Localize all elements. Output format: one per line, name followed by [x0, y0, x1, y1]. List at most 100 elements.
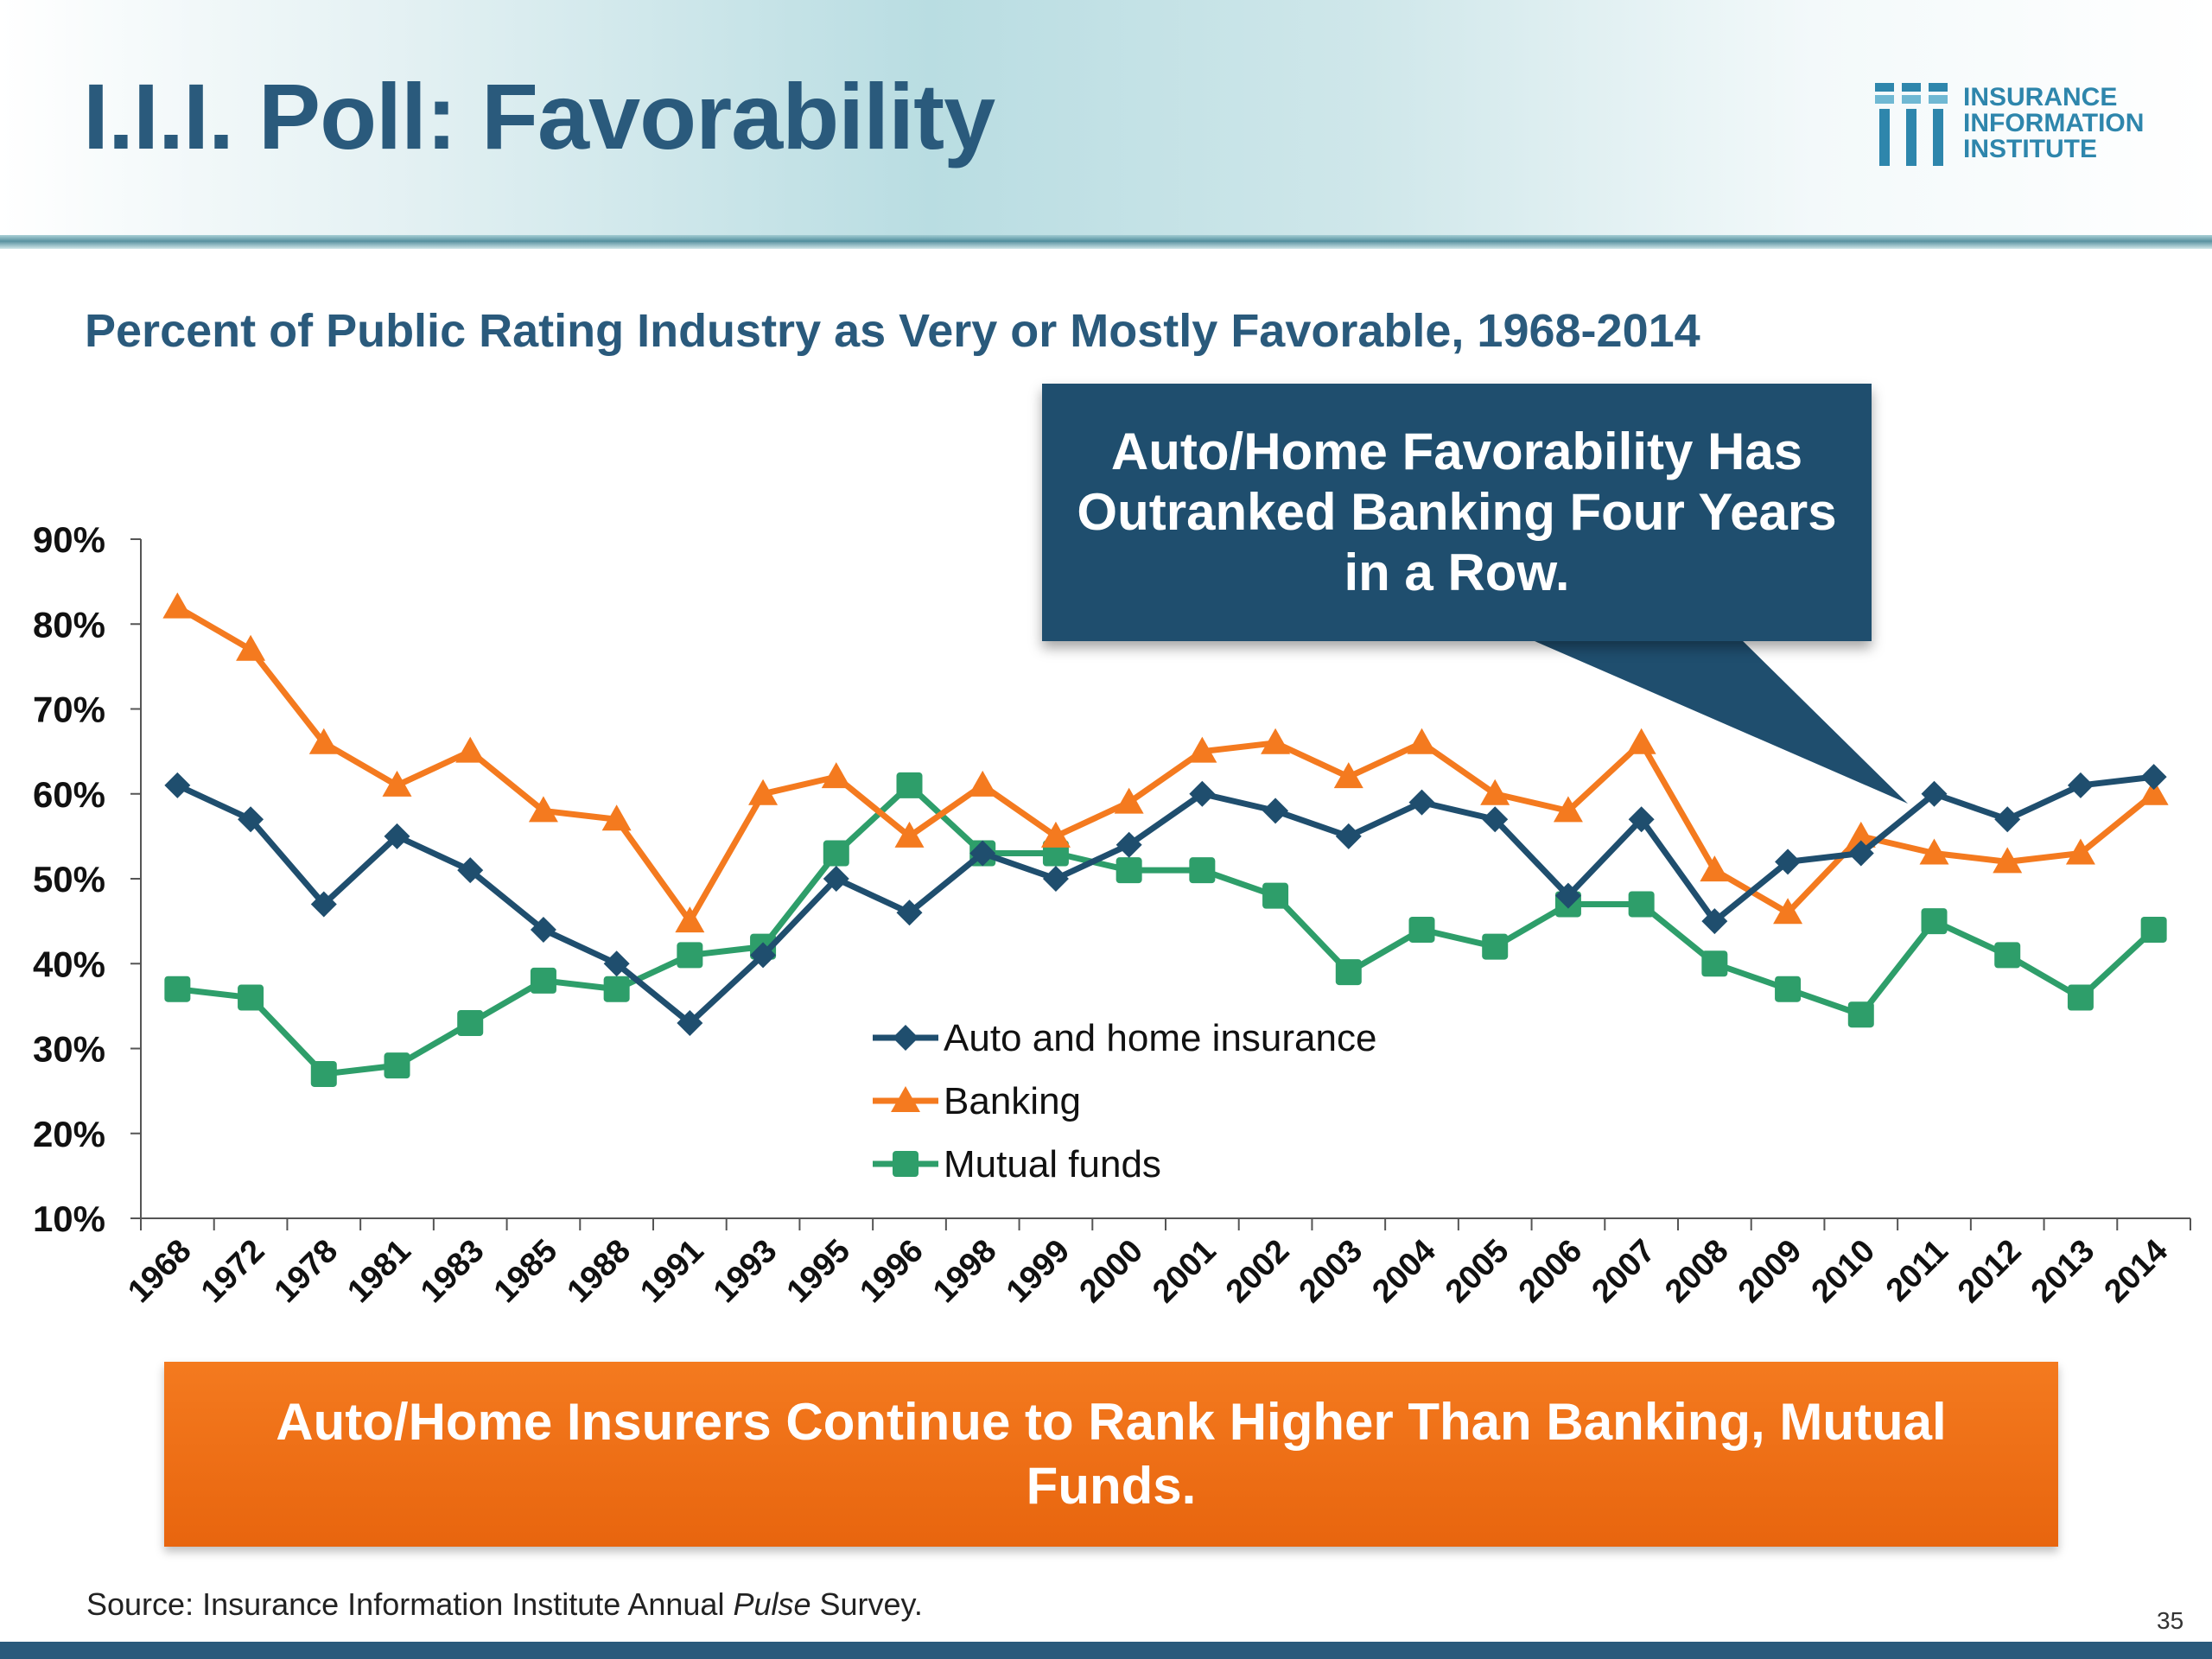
- legend-swatch-marker: [893, 1025, 918, 1051]
- data-point: [1335, 823, 1362, 849]
- x-tick-label: 1991: [633, 1233, 710, 1310]
- x-tick-label: 1968: [121, 1233, 198, 1310]
- callout-pointer: [1521, 635, 1908, 804]
- iii-logo-mark-icon: [1875, 83, 1948, 166]
- data-point: [675, 906, 705, 933]
- data-point: [1553, 796, 1583, 823]
- data-point: [823, 840, 849, 867]
- source-prefix: Source: Insurance Information Institute …: [86, 1586, 734, 1622]
- chart-subtitle: Percent of Public Rating Industry as Ver…: [85, 305, 1700, 357]
- data-point: [1700, 855, 1730, 882]
- data-point: [2140, 916, 2167, 943]
- x-tick-label: 2003: [1293, 1233, 1370, 1310]
- data-point: [603, 976, 630, 1002]
- data-point: [1847, 1001, 1874, 1028]
- iii-logo: INSURANCE INFORMATION INSTITUTE: [1873, 83, 2158, 169]
- data-point: [1262, 882, 1289, 909]
- data-point: [894, 821, 925, 848]
- data-point: [1993, 847, 2023, 874]
- data-point: [384, 1052, 410, 1079]
- data-point: [1262, 798, 1289, 824]
- data-point: [1407, 728, 1437, 754]
- data-point: [2067, 772, 2094, 798]
- data-point: [1335, 959, 1362, 986]
- data-point: [1994, 806, 2021, 833]
- data-point: [528, 796, 558, 823]
- x-tick-label: 1993: [707, 1233, 784, 1310]
- data-point: [1189, 857, 1216, 884]
- data-point: [162, 592, 193, 619]
- data-point: [603, 950, 630, 977]
- data-point: [310, 891, 337, 918]
- data-point: [1116, 857, 1142, 884]
- data-point: [601, 804, 632, 831]
- y-tick-label: 90%: [33, 519, 105, 560]
- data-point: [455, 736, 486, 763]
- data-point: [1773, 898, 1803, 925]
- x-tick-label: 1988: [561, 1233, 638, 1310]
- data-point: [1482, 933, 1509, 960]
- source-note: Source: Insurance Information Institute …: [86, 1586, 923, 1623]
- data-point: [1408, 916, 1435, 943]
- x-tick-label: 2001: [1146, 1233, 1223, 1310]
- legend-label: Auto and home insurance: [944, 1017, 1376, 1059]
- data-point: [1626, 728, 1656, 754]
- data-point: [2065, 838, 2095, 865]
- series-line: [176, 782, 2157, 1077]
- x-tick-label: 2010: [1805, 1233, 1882, 1310]
- data-point: [1482, 806, 1509, 833]
- data-point: [1187, 736, 1217, 763]
- x-tick-label: 2000: [1073, 1233, 1150, 1310]
- source-italic: Pulse: [733, 1586, 811, 1622]
- x-tick-label: 2012: [1951, 1233, 2028, 1310]
- x-tick-label: 2007: [1586, 1233, 1662, 1310]
- data-point: [164, 772, 191, 798]
- x-tick-label: 1996: [853, 1233, 930, 1310]
- header-divider: [0, 235, 2212, 249]
- data-point: [457, 1010, 484, 1037]
- data-point: [1921, 908, 1948, 935]
- x-tick-label: 1998: [926, 1233, 1003, 1310]
- slide-title: I.I.I. Poll: Favorability: [83, 64, 995, 168]
- x-tick-label: 2009: [1732, 1233, 1808, 1310]
- x-tick-label: 1983: [414, 1233, 491, 1310]
- data-point: [1628, 806, 1655, 833]
- favorability-line-chart: 10%20%30%40%50%60%70%80%90%1968197219781…: [33, 519, 2191, 1310]
- x-tick-label: 2006: [1512, 1233, 1589, 1310]
- legend-label: Mutual funds: [944, 1143, 1161, 1185]
- data-point: [530, 916, 556, 943]
- data-point: [1847, 840, 1874, 867]
- data-point: [236, 634, 266, 661]
- data-point: [1480, 779, 1510, 805]
- data-point: [1919, 838, 1949, 865]
- data-point: [382, 770, 412, 797]
- data-point: [1042, 866, 1069, 892]
- data-point: [1408, 789, 1435, 816]
- data-point: [530, 967, 556, 994]
- logo-wordmark: INSURANCE INFORMATION INSTITUTE: [1963, 85, 2144, 162]
- data-point: [969, 840, 996, 867]
- data-point: [1116, 831, 1142, 858]
- x-tick-label: 1981: [340, 1233, 417, 1310]
- callout-box: Auto/Home Favorability Has Outranked Ban…: [1042, 384, 1872, 641]
- x-tick-label: 2004: [1365, 1233, 1442, 1310]
- x-tick-label: 1985: [487, 1233, 564, 1310]
- data-point: [164, 976, 191, 1002]
- data-point: [1846, 821, 1876, 848]
- data-point: [1775, 976, 1802, 1002]
- x-tick-label: 2008: [1658, 1233, 1735, 1310]
- series-line: [175, 773, 2155, 1027]
- source-suffix: Survey.: [810, 1586, 923, 1622]
- page-number: 35: [2157, 1607, 2184, 1634]
- footer-bar: [0, 1642, 2212, 1659]
- conclusion-banner: Auto/Home Insurers Continue to Rank High…: [164, 1362, 2058, 1547]
- data-point: [457, 857, 484, 884]
- data-point: [1994, 942, 2021, 969]
- x-tick-label: 2011: [1879, 1233, 1955, 1309]
- x-tick-label: 2014: [2098, 1233, 2175, 1310]
- data-point: [677, 942, 703, 969]
- data-point: [1114, 787, 1144, 814]
- series-line: [175, 604, 2156, 925]
- y-tick-label: 50%: [33, 859, 105, 899]
- data-point: [896, 772, 923, 798]
